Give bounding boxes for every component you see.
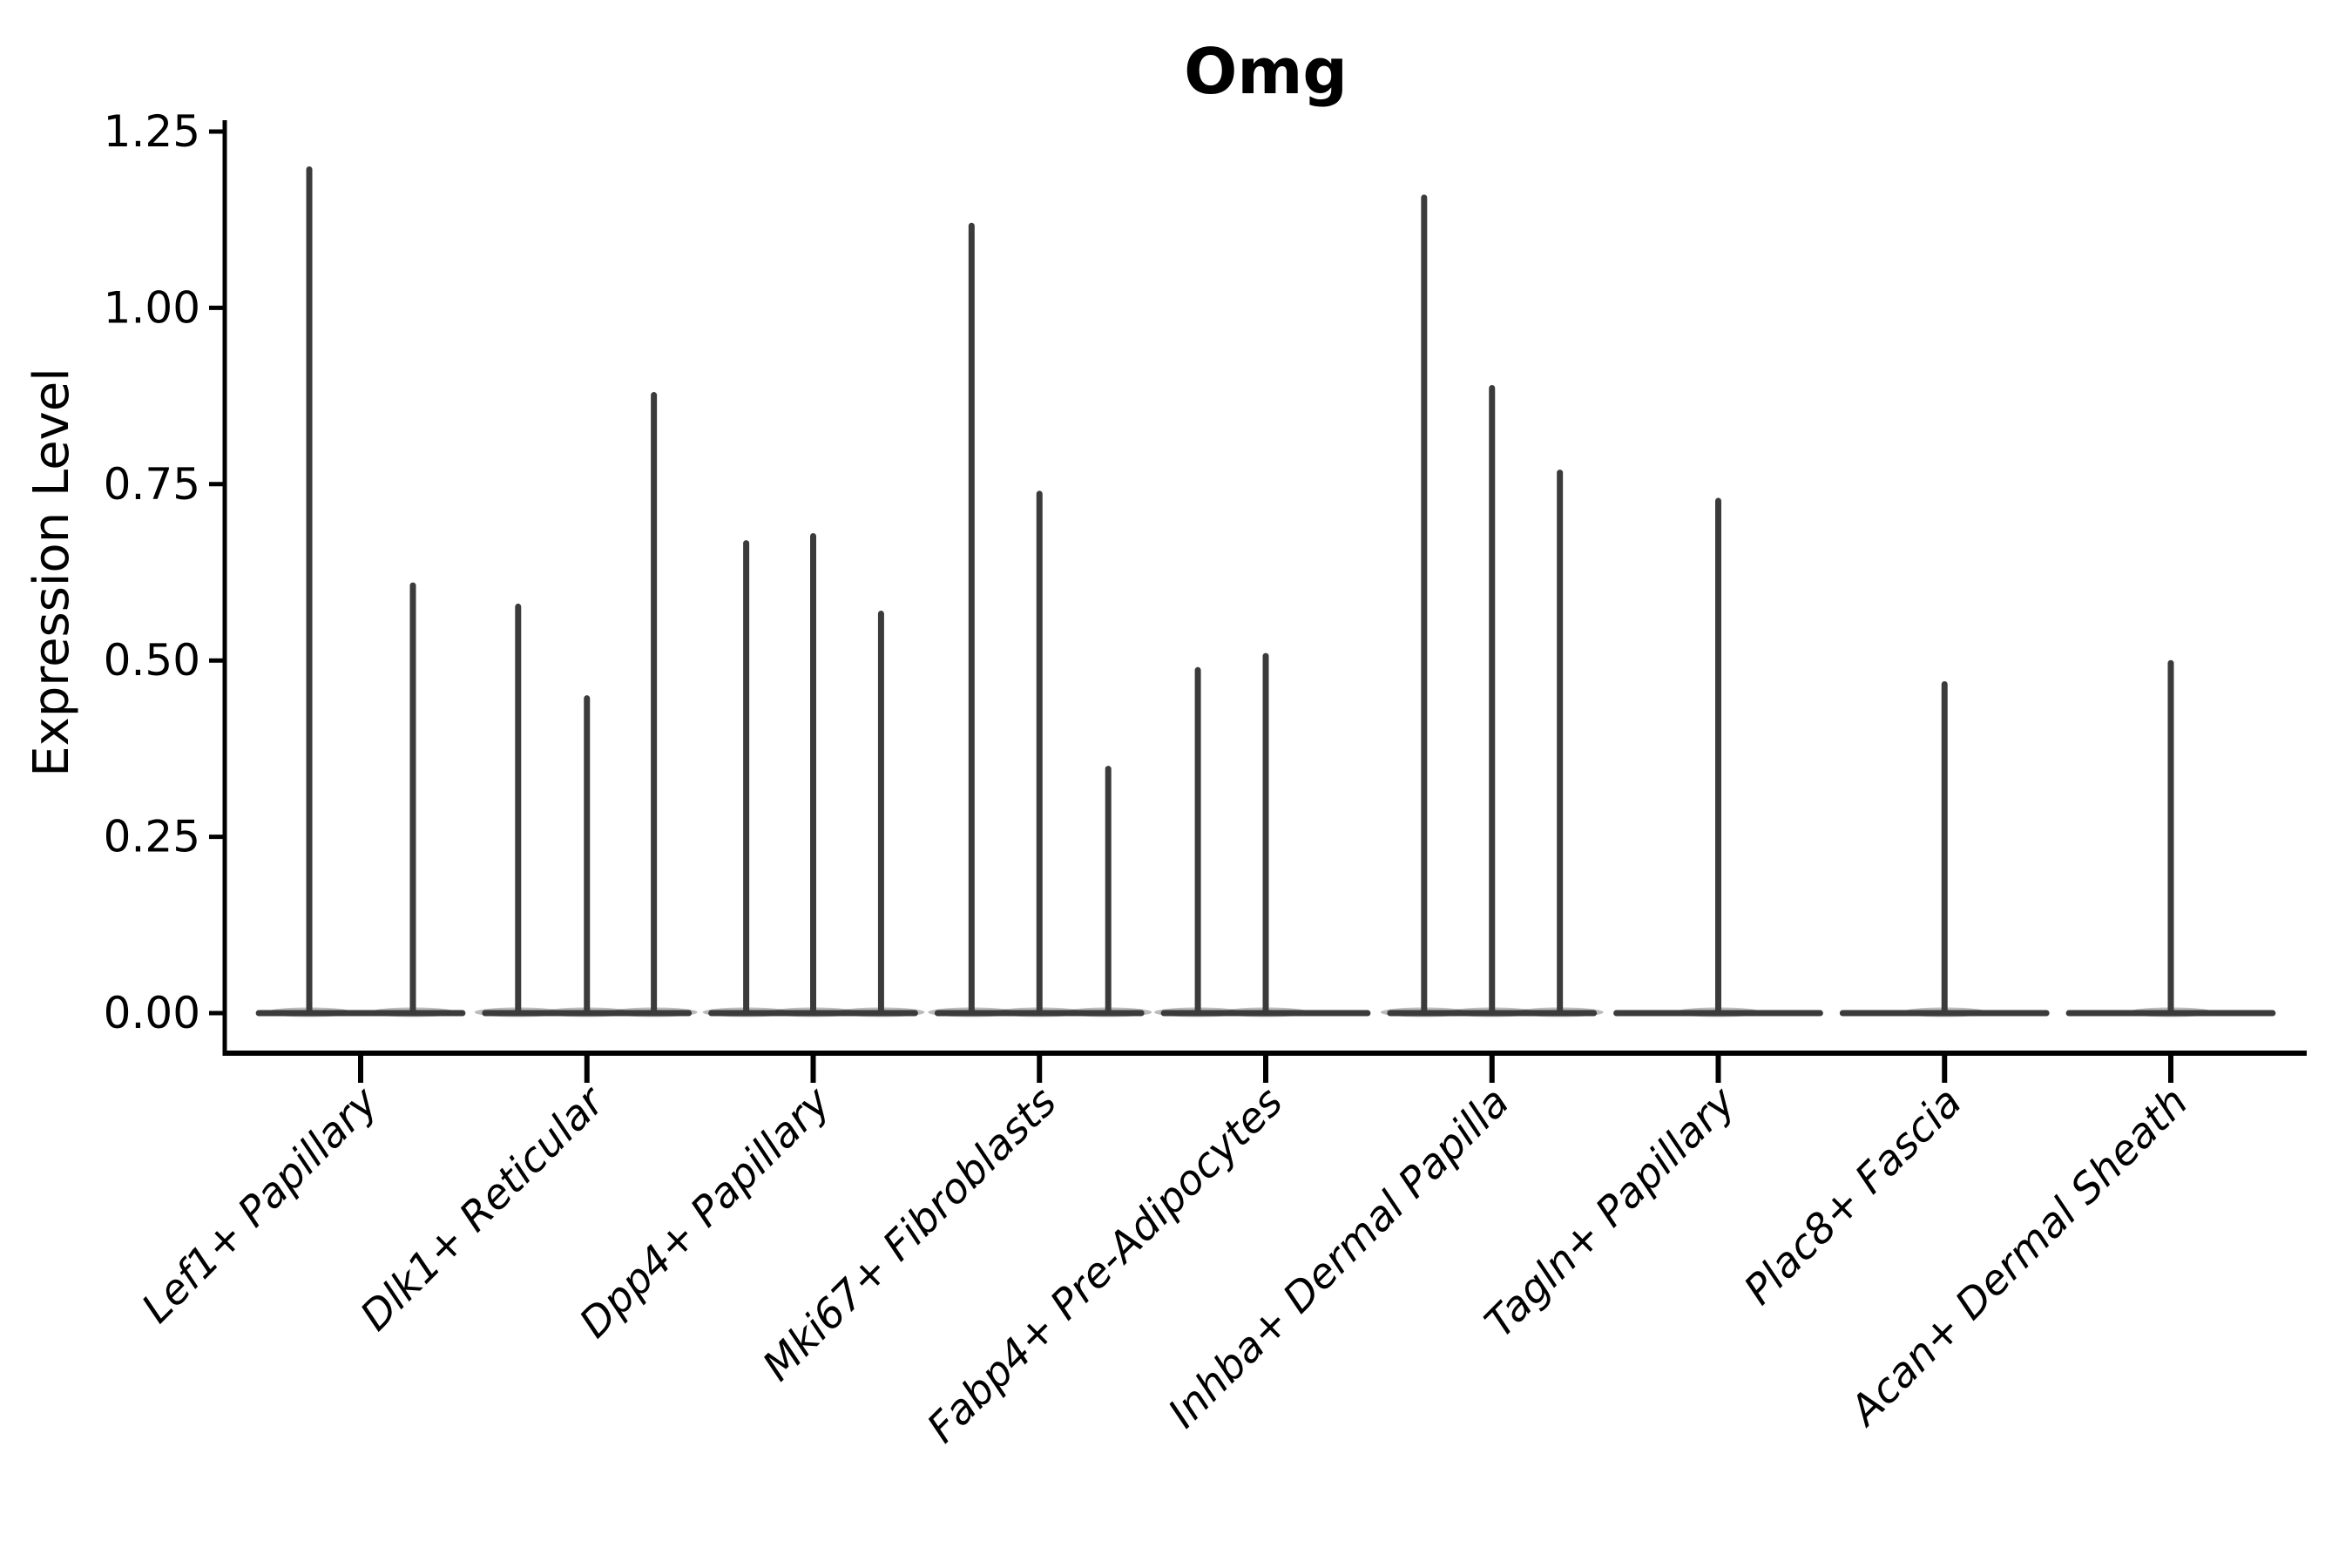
violin [1380,194,1604,1017]
x-tick-label: Plac8+ Fascia [1735,1078,1971,1315]
violin [1613,497,1823,1017]
violin [2065,659,2276,1017]
violins [255,166,2276,1017]
y-tick-label: 0.25 [104,812,200,862]
y-axis-label: Expression Level [24,368,80,777]
y-tick-label: 0.75 [104,459,200,510]
y-tick-label: 0.00 [104,988,200,1038]
x-tick-label: Dlk1+ Reticular [351,1077,615,1341]
y-tick-label: 0.50 [104,635,200,686]
violin [702,532,925,1017]
x-tick-label: Dpp4+ Papillary [571,1078,841,1348]
violin [1154,652,1371,1017]
x-tick-label: Lef1+ Papillary [132,1078,388,1333]
violin [928,222,1152,1017]
y-tick-label: 1.25 [104,106,200,157]
x-tick-label: Fabp4+ Pre-Adipocytes [918,1078,1292,1452]
violin [1839,680,2050,1017]
y-tick-label: 1.00 [104,282,200,333]
x-tick-label: Tagln+ Papillary [1476,1078,1746,1348]
violin [474,392,698,1017]
y-axis-ticks: 0.00 0.25 0.50 0.75 1.00 1.25 [104,106,225,1038]
axes [222,120,2307,1056]
violin [255,166,466,1017]
chart-title: Omg [1184,35,1348,108]
